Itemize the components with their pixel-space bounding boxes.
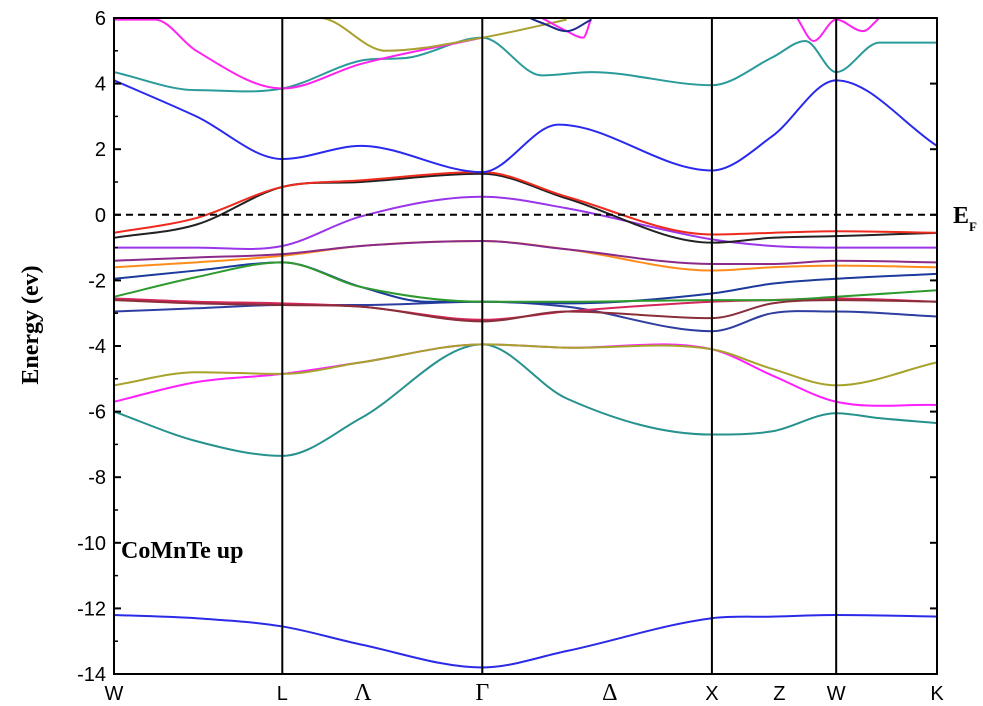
x-tick-label-w: W	[827, 683, 846, 705]
band-line-13	[114, 172, 937, 244]
band-line-20	[529, 18, 592, 33]
band-line-18	[237, 18, 567, 52]
x-tick-label-w: W	[105, 683, 124, 705]
y-tick-label: 6	[95, 8, 106, 30]
x-tick-label-x: X	[705, 683, 718, 705]
x-tick-label-z: Z	[773, 683, 785, 705]
y-axis: 6 4 2 0 -2 -4 -6 -8 -10 -12 -14	[77, 8, 937, 686]
band-line-14	[114, 171, 937, 236]
y-tick-label: -8	[88, 467, 106, 489]
fermi-label-subscript: F	[969, 219, 977, 234]
band-line-12	[114, 195, 937, 250]
y-tick-label: -6	[88, 402, 106, 424]
band-line-17	[114, 18, 483, 90]
band-line-11	[114, 240, 937, 265]
y-tick-label: -10	[77, 533, 106, 555]
fermi-label: EF	[953, 203, 977, 234]
x-tick-label-l: L	[277, 683, 288, 705]
y-tick-label: -4	[88, 336, 106, 358]
band-line-1	[114, 613, 937, 669]
band-line-21	[796, 18, 881, 42]
band-line-19	[541, 18, 593, 39]
band-line-16	[114, 36, 937, 93]
y-tick-label: 2	[95, 139, 106, 161]
band-line-9	[114, 299, 937, 323]
y-tick-label: -14	[77, 664, 106, 686]
band-line-4	[114, 343, 937, 387]
x-tick-label-λ: Λ	[354, 680, 372, 706]
symmetry-lines-group	[281, 18, 838, 674]
y-tick-label: 0	[95, 205, 106, 227]
y-tick-label: 4	[95, 74, 106, 96]
band-series-group	[114, 18, 937, 669]
fermi-label-main: E	[953, 203, 969, 229]
band-line-15	[114, 79, 937, 174]
band-line-3	[114, 343, 937, 407]
y-tick-label: -12	[77, 598, 106, 620]
band-line-2	[114, 343, 937, 457]
panel-label: CoMnTe up	[121, 538, 243, 564]
y-tick-label: -2	[88, 270, 106, 292]
y-axis-label: Energy (ev)	[18, 265, 44, 384]
x-tick-label-δ: Δ	[602, 680, 617, 706]
band-line-8	[114, 261, 937, 303]
x-tick-label-k: K	[930, 683, 944, 705]
x-tick-label-γ: Γ	[475, 680, 489, 706]
